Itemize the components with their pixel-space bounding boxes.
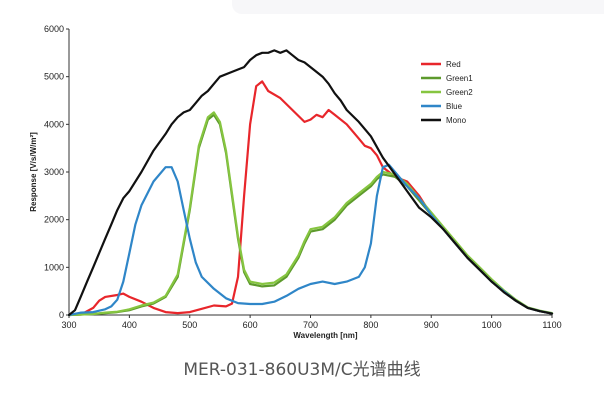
y-tick-label: 4000 [44, 119, 64, 129]
x-tick-label: 1000 [482, 320, 502, 330]
y-tick-label: 5000 [44, 72, 64, 82]
x-tick-label: 500 [182, 320, 197, 330]
y-tick-label: 0 [59, 310, 64, 320]
legend-label-blue: Blue [446, 102, 463, 111]
y-tick-label: 1000 [44, 262, 64, 272]
chart-axes: 300 400 500 600 700 800 900 1000 1100 0 1000 2000 30… [29, 24, 562, 340]
legend-label-green2: Green2 [446, 88, 473, 97]
x-tick-label: 800 [363, 320, 378, 330]
spectral-response-chart: 300 400 500 600 700 800 900 1000 1100 0 1000 2000 30… [29, 24, 562, 340]
y-tick-label: 6000 [44, 24, 64, 34]
x-tick-label: 1100 [542, 320, 561, 330]
x-tick-label: 700 [303, 320, 318, 330]
x-tick-label: 300 [61, 320, 76, 330]
x-tick-label: 900 [424, 320, 439, 330]
series-line-blue [67, 163, 554, 317]
chart-series [67, 49, 554, 317]
legend-label-mono: Mono [446, 116, 467, 125]
y-tick-label: 3000 [44, 167, 64, 177]
top-strip [232, 0, 604, 14]
series-line-green2 [67, 111, 554, 317]
chart-legend: Red Green1 Green2 Blue Mono [421, 60, 473, 125]
legend-label-green1: Green1 [446, 74, 473, 83]
x-tick-label: 400 [122, 320, 137, 330]
series-line-red [67, 80, 554, 317]
y-axis-title: Response [V/s/W/m²] [29, 132, 38, 212]
chart-caption: MER-031-860U3M/C光谱曲线 [183, 360, 421, 380]
legend-label-red: Red [446, 60, 461, 69]
x-tick-label: 600 [243, 320, 258, 330]
x-axis-title: Wavelength [nm] [293, 331, 357, 340]
y-tick-label: 2000 [44, 215, 64, 225]
series-line-mono [67, 49, 554, 317]
